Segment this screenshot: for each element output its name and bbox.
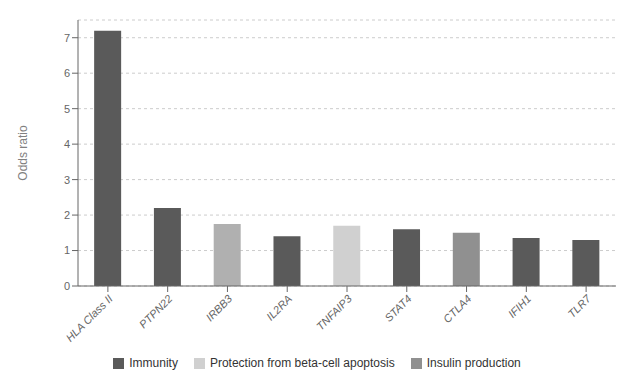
- svg-text:PTPN22: PTPN22: [137, 292, 175, 330]
- svg-text:1: 1: [64, 244, 70, 256]
- svg-text:IL2RA: IL2RA: [264, 292, 294, 322]
- html-text:Insulin production: Insulin production: [426, 356, 521, 370]
- svg-text:CTLA4: CTLA4: [441, 292, 474, 325]
- html-text:Immunity: Immunity: [129, 356, 178, 370]
- svg-text:IFIH1: IFIH1: [506, 292, 534, 320]
- svg-text:TNFAIP3: TNFAIP3: [314, 292, 355, 333]
- svg-text:4: 4: [64, 138, 70, 150]
- html-text:Protection from beta-cell apop: Protection from beta-cell apoptosis: [209, 356, 395, 370]
- svg-text:HLA Class II: HLA Class II: [63, 292, 114, 343]
- svg-text:TLR7: TLR7: [566, 292, 594, 320]
- svg-text:STAT4: STAT4: [382, 292, 414, 324]
- svg-text:2: 2: [64, 209, 70, 221]
- svg-text:7: 7: [64, 32, 70, 44]
- svg-text:0: 0: [64, 280, 70, 292]
- svg-text:6: 6: [64, 67, 70, 79]
- svg-text:5: 5: [64, 103, 70, 115]
- svg-text:Odds ratio: Odds ratio: [16, 125, 30, 181]
- svg-text:3: 3: [64, 174, 70, 186]
- svg-text:IRBB3: IRBB3: [203, 292, 235, 324]
